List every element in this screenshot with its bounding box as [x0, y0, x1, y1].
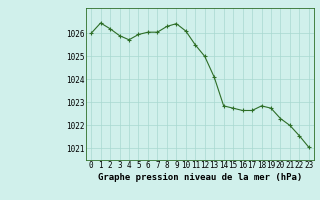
X-axis label: Graphe pression niveau de la mer (hPa): Graphe pression niveau de la mer (hPa): [98, 173, 302, 182]
